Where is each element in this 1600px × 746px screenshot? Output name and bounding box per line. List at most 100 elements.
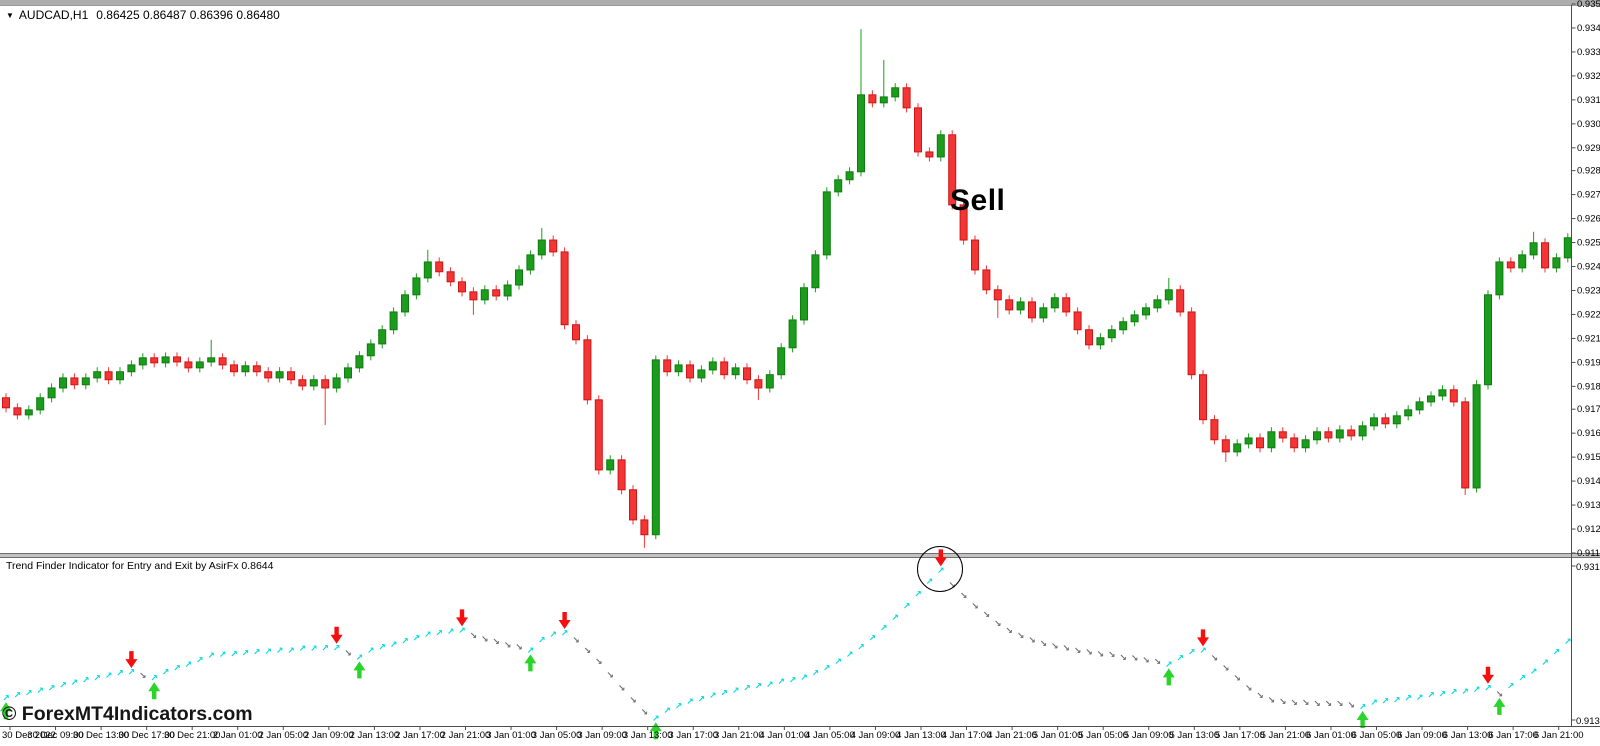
candle [275,371,284,379]
candle [1176,289,1185,313]
buy-signal-arrow [0,702,12,720]
candle [492,289,501,297]
price-tick-label: 0.93250 [1577,71,1600,82]
candle [1005,299,1014,311]
candle [765,374,774,389]
candle [446,271,455,283]
trend-dot: ↗ [378,642,386,652]
price-tick-label: 0.92520 [1577,238,1600,249]
trend-dot: ↘ [629,695,637,705]
candle [1142,307,1150,316]
trend-dot: ↘ [470,631,478,641]
trend-dot: ↗ [1393,695,1401,705]
trend-dot: ↘ [1142,655,1150,665]
trend-dot: ↘ [344,648,352,658]
trend-dot: ↗ [1176,653,1184,663]
trend-dot: ↗ [150,673,158,683]
candle [173,356,181,363]
trend-dot: ↗ [413,633,421,643]
window-top-bar [0,0,1600,5]
trend-dot: ↗ [823,663,831,673]
trend-dot: ↘ [572,635,580,645]
trend-dot: ↘ [1108,650,1116,660]
trend-dot: ↘ [1131,653,1139,663]
candle [150,357,159,364]
trend-dot: ↗ [1553,647,1561,657]
candle [868,94,877,104]
trend-dot: ↗ [196,655,204,665]
buy-signal-arrow [1493,697,1506,715]
trend-dot: ↘ [595,657,603,667]
time-tick-label: 6 Jan 17:00 [1488,730,1538,741]
candle [344,367,352,379]
trend-dot: ↗ [71,678,79,688]
time-tick-label: 30 Dec 21:00 [164,730,221,741]
trend-dot: ↗ [390,639,398,649]
trend-dot: ↘ [618,683,626,693]
trend-dot: ↗ [846,650,854,660]
candle [708,361,717,371]
candle [1028,301,1036,319]
trend-dot: ↗ [25,688,33,698]
trend-dot: ↗ [242,648,250,658]
buy-signal-arrow [1162,668,1175,686]
time-tick-label: 5 Jan 17:00 [1215,730,1265,741]
trend-dot: ↘ [139,671,147,681]
trend-dot: ↘ [1074,645,1082,655]
candle [845,171,854,181]
trend-dot: ↗ [743,683,751,693]
time-tick-label: 4 Jan 17:00 [942,730,992,741]
trend-dot: ↗ [230,649,238,659]
candle [674,364,683,373]
candle [1347,429,1356,437]
time-tick-label: 6 Jan 13:00 [1443,730,1493,741]
candle [936,134,945,158]
trend-dot: ↗ [720,688,728,698]
trend-dot: ↘ [1154,657,1162,667]
candle [1495,261,1504,296]
time-tick-label: 3 Jan 13:00 [623,730,673,741]
trend-dot: ↗ [1530,666,1538,676]
price-tick-label: 0.91995 [1577,357,1600,368]
buy-signal-arrow [353,661,366,679]
candle [1335,429,1344,439]
time-tick-label: 2 Jan 05:00 [258,730,308,741]
candle [879,96,888,104]
trend-dot: ↘ [1040,638,1048,648]
trend-dot: ↗ [367,645,375,655]
candle [1438,389,1447,397]
time-tick-label: 6 Jan 21:00 [1534,730,1584,741]
trend-dot: ↗ [162,667,170,677]
trend-dot: ↗ [1359,702,1367,712]
candle [800,287,808,321]
trend-dot: ↗ [321,643,329,653]
trend-dot: ↗ [1370,698,1378,708]
candle [469,291,478,301]
trend-dot: ↗ [800,672,808,682]
time-tick-label: 6 Jan 09:00 [1397,730,1447,741]
time-tick-label: 4 Jan 09:00 [851,730,901,741]
trend-dot: ↘ [1256,691,1264,701]
trend-dot: ↗ [1484,683,1492,693]
trend-dot: ↗ [1473,685,1481,695]
trend-dot: ↘ [1290,698,1298,708]
trend-dot: ↘ [1336,698,1344,708]
symbol-dropdown-icon[interactable]: ▼ [6,11,14,20]
trend-dot: ↗ [116,668,124,678]
trend-dot: ↘ [504,640,512,650]
sell-annotation: Sell [950,184,1006,217]
candle [93,371,102,379]
candle [834,179,843,193]
candle [640,519,649,536]
ohlc-values-label: 0.86425 0.86487 0.86396 0.86480 [96,8,280,22]
buy-signal-arrow [649,722,662,740]
candle [754,379,763,389]
time-tick-label: 5 Jan 01:00 [1033,730,1083,741]
price-tick-label: 0.92100 [1577,333,1600,344]
trend-dot: ↗ [732,685,740,695]
candle [104,371,113,381]
candle [1358,425,1367,437]
price-tick-label: 0.91890 [1577,381,1600,392]
candle [1552,257,1561,269]
